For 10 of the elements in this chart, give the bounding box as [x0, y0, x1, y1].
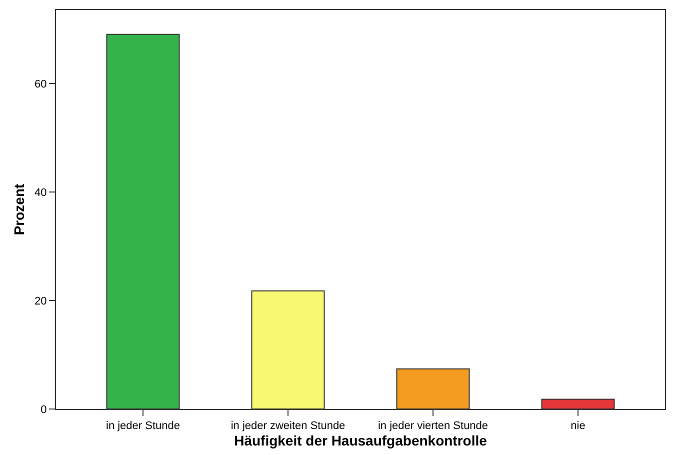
y-tick-label: 20	[34, 295, 47, 308]
x-tick-label: nie	[570, 420, 586, 432]
x-tick-label: in jeder Stunde	[106, 420, 180, 432]
x-axis-title: Häufigkeit der Hausaufgabenkontrolle	[234, 432, 488, 448]
y-axis-title: Prozent	[11, 183, 28, 236]
y-tick-label: 60	[34, 78, 47, 91]
y-tick-label: 40	[34, 187, 47, 199]
y-tick-label: 0	[40, 404, 47, 416]
x-tick-label: in jeder vierten Stunde	[378, 420, 488, 432]
x-tick-label: in jeder zweiten Stunde	[230, 420, 346, 432]
